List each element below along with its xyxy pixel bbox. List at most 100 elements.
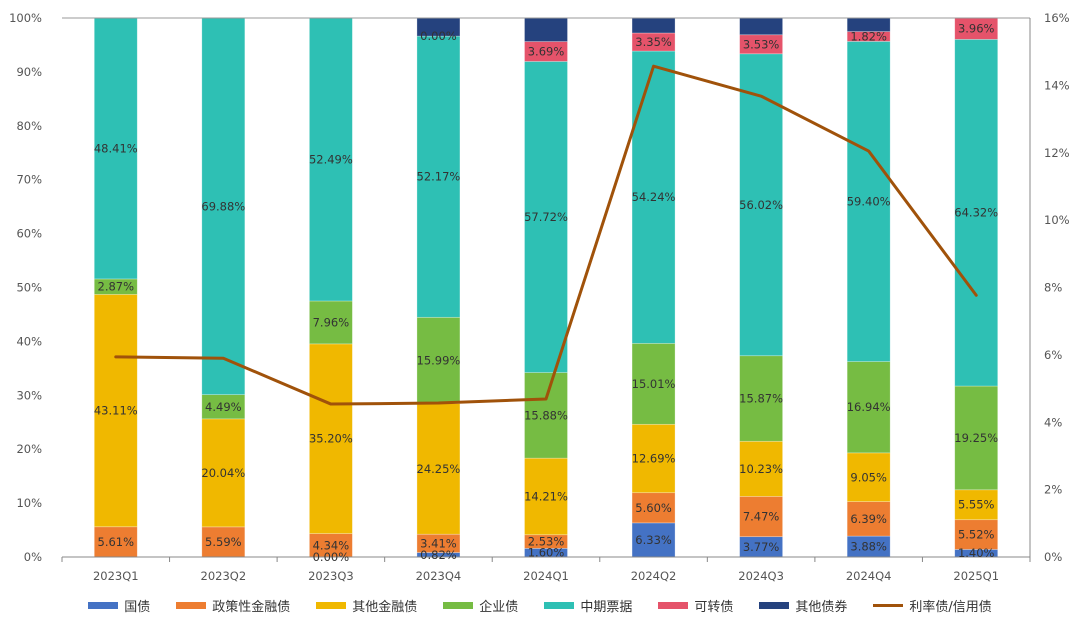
data-label: 0.00%: [420, 29, 457, 43]
data-label: 3.69%: [528, 44, 565, 58]
bar-segment: [201, 394, 246, 420]
left-y-tick-label: 60%: [16, 227, 42, 241]
data-label: 20.04%: [201, 466, 245, 480]
bar-segment: [93, 294, 138, 528]
x-tick-label: 2025Q1: [953, 569, 999, 583]
bar-segment: [93, 17, 138, 280]
data-label: 48.41%: [94, 141, 138, 155]
x-tick-label: 2024Q3: [738, 569, 784, 583]
data-label: 1.82%: [850, 29, 887, 43]
bar-segment: [201, 17, 246, 396]
bar-segment: [631, 50, 676, 344]
legend-swatch: [443, 602, 474, 609]
legend-swatch: [658, 602, 689, 609]
legend-item: 其他金融债: [316, 596, 417, 615]
data-label: 3.35%: [635, 35, 672, 49]
legend-item: 中期票据: [544, 596, 632, 615]
bar-segment: [739, 440, 783, 497]
legend-swatch: [759, 602, 790, 609]
x-tick-label: 2023Q1: [93, 569, 139, 583]
data-label: 5.52%: [958, 528, 995, 542]
data-label: 69.88%: [201, 199, 245, 213]
bar-segment: [739, 17, 783, 36]
x-tick-label: 2024Q4: [846, 569, 892, 583]
left-y-tick-label: 70%: [16, 173, 42, 187]
right-y-tick-label: 6%: [1044, 348, 1062, 362]
left-y-tick-label: 80%: [16, 119, 42, 133]
bar-segment: [954, 489, 999, 521]
bar-segment: [201, 418, 246, 528]
x-tick-label: 2024Q1: [523, 569, 569, 583]
legend-label: 其他金融债: [352, 600, 418, 615]
bar-segment: [309, 343, 353, 534]
data-label: 7.47%: [743, 510, 780, 524]
bar-segment: [416, 403, 461, 535]
line-series-rate-credit-ratio: [114, 64, 978, 406]
bar-segment: [524, 17, 568, 42]
bar-segment: [739, 496, 783, 538]
data-label: 3.41%: [420, 536, 457, 550]
data-label: 43.11%: [94, 404, 138, 418]
data-label: 9.05%: [850, 470, 887, 484]
data-label: 35.20%: [309, 432, 353, 446]
bar-segment: [631, 17, 676, 34]
left-y-tick-label: 30%: [16, 388, 42, 402]
right-y-tick-label: 14%: [1044, 78, 1070, 92]
data-label: 6.39%: [850, 512, 887, 526]
legend-label: 政策性金融债: [212, 600, 291, 615]
x-tick-label: 2023Q4: [416, 569, 462, 583]
left-y-tick-label: 0%: [24, 550, 42, 564]
data-label: 14.21%: [524, 489, 568, 503]
legend-item: 其他债券: [759, 596, 847, 615]
bar-segment: [846, 361, 891, 454]
x-tick-label: 2023Q3: [308, 569, 354, 583]
bar-segment: [739, 355, 783, 442]
data-label: 15.01%: [632, 377, 676, 391]
bar-segment: [631, 492, 676, 524]
data-label: 15.99%: [417, 353, 461, 367]
bar-segment: [846, 501, 891, 537]
data-label: 7.96%: [313, 315, 350, 329]
x-tick-label: 2023Q2: [201, 569, 247, 583]
data-label: 2.87%: [98, 280, 135, 294]
bar-segment: [416, 35, 461, 318]
legend-swatch: [316, 602, 347, 609]
x-tick-label: 2024Q2: [631, 569, 677, 583]
legend-label: 利率债/信用债: [909, 600, 992, 615]
data-label: 0.00%: [313, 550, 350, 564]
data-label: 12.69%: [632, 451, 676, 465]
data-label: 52.17%: [417, 170, 461, 184]
left-y-tick-label: 40%: [16, 334, 42, 348]
data-label: 6.33%: [635, 533, 672, 547]
data-label: 56.02%: [739, 198, 783, 212]
data-label: 15.87%: [739, 392, 783, 406]
right-y-tick-label: 0%: [1044, 550, 1062, 564]
data-label: 16.94%: [847, 400, 891, 414]
legend-item-line: 利率债/信用债: [873, 596, 992, 615]
left-y-tick-label: 90%: [16, 65, 42, 79]
left-y-tick-label: 20%: [16, 442, 42, 456]
data-label: 5.59%: [205, 535, 242, 549]
data-label: 15.88%: [524, 408, 568, 422]
right-y-tick-label: 16%: [1044, 11, 1070, 25]
data-label: 2.53%: [528, 535, 565, 549]
legend-item: 国债: [88, 596, 150, 615]
legend-swatch: [544, 602, 575, 609]
bar-segment: [416, 316, 461, 404]
data-label: 19.25%: [954, 431, 998, 445]
bar-segment: [524, 61, 568, 373]
legend-label: 可转债: [694, 600, 734, 615]
data-label: 1.40%: [958, 546, 995, 560]
data-label: 3.53%: [743, 37, 780, 51]
legend-item: 企业债: [443, 596, 518, 615]
legend-label: 国债: [124, 600, 151, 615]
data-label: 0.82%: [420, 548, 457, 562]
data-label: 10.23%: [739, 462, 783, 476]
data-label: 4.49%: [205, 400, 242, 414]
data-label: 5.60%: [635, 501, 672, 515]
right-y-tick-label: 12%: [1044, 146, 1070, 160]
stacked-bar-line-chart: 2023Q1 2023Q2 2023Q3 2023Q4 2024Q1 2024Q2 2024…: [9, 11, 1070, 583]
legend-label: 企业债: [479, 600, 519, 615]
data-label: 52.49%: [309, 153, 353, 167]
right-y-tick-label: 2%: [1044, 483, 1062, 497]
